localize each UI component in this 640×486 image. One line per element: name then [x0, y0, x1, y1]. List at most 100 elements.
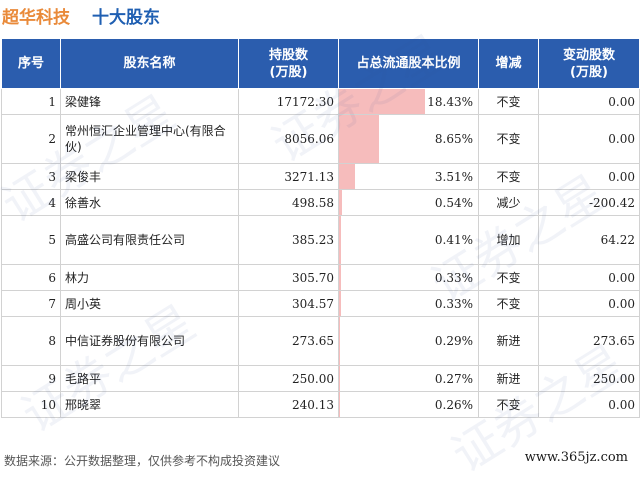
table-row: 8 中信证券股份有限公司 273.65 0.29% 新进 273.65	[1, 316, 640, 366]
ratio-cell: 0.33%	[338, 290, 479, 317]
row-index: 2	[1, 114, 61, 164]
row-index: 1	[1, 88, 61, 115]
shares-held: 305.70	[238, 264, 339, 291]
ratio-bar	[339, 190, 342, 215]
col-header-ratio: 占总流通股本比例	[338, 38, 479, 89]
change-status: 不变	[478, 88, 539, 115]
change-shares: 0.00	[538, 163, 640, 190]
change-status: 不变	[478, 290, 539, 317]
table-row: 6 林力 305.70 0.33% 不变 0.00	[1, 264, 640, 291]
shares-held: 498.58	[238, 189, 339, 216]
col-header-shares: 持股数 (万股)	[238, 38, 339, 89]
change-shares: 0.00	[538, 290, 640, 317]
ratio-value: 0.54%	[434, 195, 473, 210]
table-row: 2 常州恒汇企业管理中心(有限合伙) 8056.06 8.65% 不变 0.00	[1, 114, 640, 164]
change-status: 增加	[478, 215, 539, 265]
ratio-value: 18.43%	[427, 94, 473, 109]
shares-held: 304.57	[238, 290, 339, 317]
row-index: 10	[1, 391, 61, 418]
change-shares: -200.42	[538, 189, 640, 216]
ratio-bar	[339, 317, 341, 365]
shareholder-name: 高盛公司有限责任公司	[60, 215, 239, 265]
top-ten-shareholders-table: 序号 股东名称 持股数 (万股) 占总流通股本比例 增减 变动股数 (万股) 1…	[1, 38, 640, 418]
row-index: 5	[1, 215, 61, 265]
ratio-bar	[339, 265, 341, 290]
ratio-cell: 0.27%	[338, 365, 479, 392]
ratio-value: 0.33%	[434, 270, 473, 285]
site-watermark: www.365jz.com	[524, 450, 628, 465]
row-index: 4	[1, 189, 61, 216]
company-name: 超华科技	[2, 8, 70, 28]
row-index: 8	[1, 316, 61, 366]
shares-held: 8056.06	[238, 114, 339, 164]
data-source-note: 数据来源：公开数据整理，仅供参考不构成投资建议	[4, 454, 281, 468]
change-status: 不变	[478, 264, 539, 291]
ratio-bar	[339, 164, 356, 189]
shareholder-name: 梁俊丰	[60, 163, 239, 190]
ratio-cell: 0.26%	[338, 391, 479, 418]
col-header-name: 股东名称	[60, 38, 239, 89]
ratio-value: 8.65%	[434, 132, 473, 146]
ratio-value: 0.26%	[434, 397, 473, 412]
ratio-cell: 18.43%	[338, 88, 479, 115]
shareholder-name: 毛路平	[60, 365, 239, 392]
change-status: 不变	[478, 114, 539, 164]
shares-held: 250.00	[238, 365, 339, 392]
shareholder-name: 周小英	[60, 290, 239, 317]
ratio-value: 3.51%	[434, 169, 473, 184]
shareholder-name: 梁健锋	[60, 88, 239, 115]
col-header-change: 变动股数 (万股)	[538, 38, 640, 89]
ratio-bar	[339, 216, 341, 264]
col-header-index: 序号	[1, 38, 61, 89]
change-status: 新进	[478, 365, 539, 392]
ratio-cell: 0.41%	[338, 215, 479, 265]
change-status: 不变	[478, 391, 539, 418]
table-row: 7 周小英 304.57 0.33% 不变 0.00	[1, 290, 640, 317]
section-title: 十大股东	[92, 8, 160, 28]
shareholder-name: 徐善水	[60, 189, 239, 216]
table-row: 3 梁俊丰 3271.13 3.51% 不变 0.00	[1, 163, 640, 190]
row-index: 3	[1, 163, 61, 190]
change-shares: 273.65	[538, 316, 640, 366]
ratio-bar	[339, 89, 426, 114]
shares-held: 17172.30	[238, 88, 339, 115]
shareholder-name: 常州恒汇企业管理中心(有限合伙)	[60, 114, 239, 164]
col-header-action: 增减	[478, 38, 539, 89]
shareholder-name: 邢晓翠	[60, 391, 239, 418]
shares-held: 273.65	[238, 316, 339, 366]
ratio-bar	[339, 366, 341, 391]
change-shares: 0.00	[538, 88, 640, 115]
table-row: 1 梁健锋 17172.30 18.43% 不变 0.00	[1, 88, 640, 115]
ratio-bar	[339, 115, 380, 163]
ratio-cell: 0.33%	[338, 264, 479, 291]
shares-held: 3271.13	[238, 163, 339, 190]
shares-held: 240.13	[238, 391, 339, 418]
change-shares: 250.00	[538, 365, 640, 392]
ratio-cell: 3.51%	[338, 163, 479, 190]
change-status: 不变	[478, 163, 539, 190]
change-status: 减少	[478, 189, 539, 216]
shareholder-name: 林力	[60, 264, 239, 291]
ratio-cell: 8.65%	[338, 114, 479, 164]
table-row: 4 徐善水 498.58 0.54% 减少 -200.42	[1, 189, 640, 216]
change-shares: 0.00	[538, 391, 640, 418]
row-index: 7	[1, 290, 61, 317]
table-header-row: 序号 股东名称 持股数 (万股) 占总流通股本比例 增减 变动股数 (万股)	[1, 38, 640, 89]
change-shares: 64.22	[538, 215, 640, 265]
table-row: 9 毛路平 250.00 0.27% 新进 250.00	[1, 365, 640, 392]
row-index: 6	[1, 264, 61, 291]
shares-held: 385.23	[238, 215, 339, 265]
title-bar: 超华科技 十大股东	[0, 0, 640, 36]
change-shares: 0.00	[538, 264, 640, 291]
change-shares: 0.00	[538, 114, 640, 164]
row-index: 9	[1, 365, 61, 392]
shareholder-name: 中信证券股份有限公司	[60, 316, 239, 366]
ratio-bar	[339, 392, 341, 417]
ratio-value: 0.29%	[434, 334, 473, 348]
ratio-value: 0.27%	[434, 371, 473, 386]
ratio-bar	[339, 291, 341, 316]
change-status: 新进	[478, 316, 539, 366]
table-row: 5 高盛公司有限责任公司 385.23 0.41% 增加 64.22	[1, 215, 640, 265]
ratio-cell: 0.54%	[338, 189, 479, 216]
table-row: 10 邢晓翠 240.13 0.26% 不变 0.00	[1, 391, 640, 418]
